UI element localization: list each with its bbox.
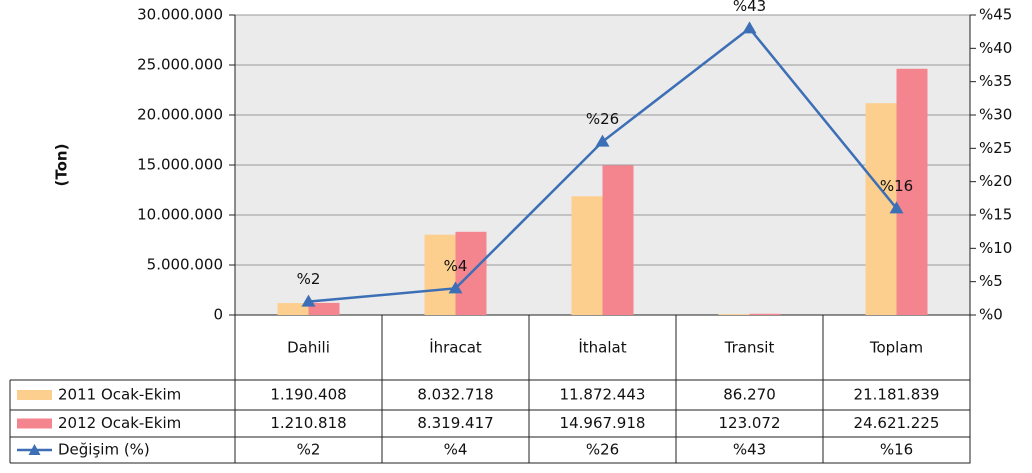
line-marker: [595, 134, 610, 147]
category-label: İthalat: [578, 338, 626, 357]
legend-label: Değişim (%): [58, 441, 150, 459]
y-tick-label: 10.000.000: [137, 206, 223, 224]
y-tick-label: 20.000.000: [137, 106, 223, 124]
table-value: 1.190.408: [270, 386, 346, 404]
bar: [865, 103, 897, 315]
bar: [424, 234, 456, 315]
y2-tick-label: %40: [979, 39, 1012, 57]
legend-label: 2011 Ocak-Ekim: [58, 386, 181, 404]
bar: [896, 68, 928, 315]
data-label: %4: [444, 257, 468, 275]
y2-tick-label: %5: [979, 272, 1003, 290]
category-label: İhracat: [429, 338, 482, 357]
bar: [308, 302, 340, 315]
y-tick-label: 15.000.000: [137, 156, 223, 174]
data-label: %2: [297, 270, 321, 288]
bar: [571, 196, 603, 315]
table-value: 8.032.718: [417, 386, 493, 404]
line-marker: [742, 21, 757, 34]
table-value: %4: [444, 441, 468, 459]
table-value: 86.270: [723, 386, 776, 404]
data-label: %16: [880, 177, 913, 195]
category-label: Transit: [724, 339, 775, 357]
category-label: Toplam: [869, 339, 923, 357]
legend-marker: [28, 444, 41, 455]
y-tick-label: 0: [213, 306, 223, 324]
bar: [749, 313, 781, 315]
legend-swatch: [17, 390, 52, 400]
table-value: 24.621.225: [854, 414, 940, 432]
bar: [602, 165, 634, 315]
table-value: 8.319.417: [417, 414, 493, 432]
bar: [718, 314, 750, 315]
category-label: Dahili: [287, 339, 330, 357]
legend-label: 2012 Ocak-Ekim: [58, 414, 181, 432]
line-marker: [301, 294, 316, 307]
data-label: %26: [586, 110, 619, 128]
y-tick-label: 30.000.000: [137, 6, 223, 24]
table-value: %2: [297, 441, 321, 459]
y-tick-label: 25.000.000: [137, 56, 223, 74]
legend-swatch: [17, 418, 52, 429]
y2-tick-label: %20: [979, 172, 1012, 190]
table-value: 14.967.918: [560, 414, 646, 432]
table-value: 123.072: [718, 414, 780, 432]
y2-tick-label: %15: [979, 206, 1012, 224]
y2-tick-label: %35: [979, 72, 1012, 90]
table-value: %16: [880, 441, 913, 459]
y2-tick-label: %25: [979, 139, 1012, 157]
y2-tick-label: %10: [979, 239, 1012, 257]
line-marker: [448, 281, 463, 294]
bar: [277, 303, 309, 315]
table-value: 1.210.818: [270, 414, 346, 432]
y2-tick-label: %0: [979, 306, 1003, 324]
table-value: 11.872.443: [560, 386, 646, 404]
y-axis-label: (Ton): [53, 144, 71, 187]
line-marker: [889, 201, 904, 214]
y2-tick-label: %45: [979, 6, 1012, 24]
table-value: %26: [586, 441, 619, 459]
y2-tick-label: %30: [979, 106, 1012, 124]
data-label: %43: [733, 0, 766, 15]
table-value: 21.181.839: [854, 386, 940, 404]
y-tick-label: 5.000.000: [147, 256, 223, 274]
table-value: %43: [733, 441, 766, 459]
